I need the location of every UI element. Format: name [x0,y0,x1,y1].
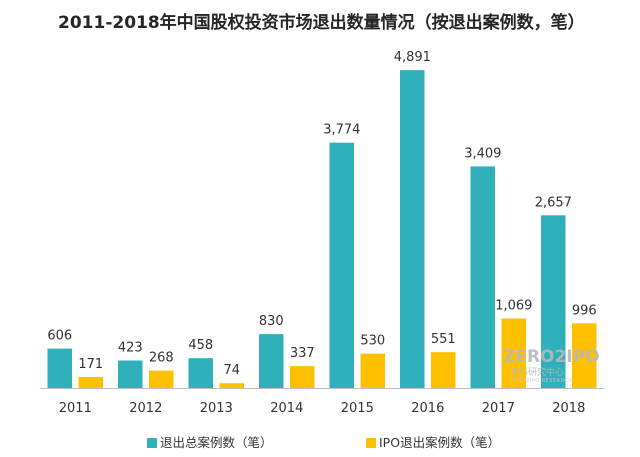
data-label-ipo-2014: 337 [290,346,315,361]
data-label-ipo-2018: 996 [572,303,597,318]
bar-ipo-2013[interactable] [219,383,245,388]
bar-ipo-2014[interactable] [290,366,315,388]
legend-item-total[interactable]: 退出总案例数（笔） [147,435,273,450]
watermark-brand: ZERO2IPO [503,347,600,367]
bar-total-2018[interactable] [541,215,566,388]
data-label-ipo-2017: 1,069 [495,299,532,314]
legend-label-ipo: IPO退出案例数（笔） [379,435,500,450]
bar-total-2014[interactable] [259,334,284,388]
bar-total-2011[interactable] [47,348,73,388]
watermark-tagline: ZERO2IPO RESEARCH [510,378,573,384]
data-label-ipo-2015: 530 [360,334,385,349]
data-label-total-2015: 3,774 [323,123,360,138]
chart-title: 2011-2018年中国股权投资市场退出数量情况（按退出案例数，笔） [58,12,585,33]
x-tick-2014: 2014 [270,401,303,416]
bar-ipo-2015[interactable] [360,353,386,389]
x-tick-2016: 2016 [411,401,444,416]
x-tick-2017: 2017 [482,401,515,416]
data-label-ipo-2013: 74 [224,363,241,378]
bar-ipo-2012[interactable] [149,370,174,388]
watermark-subtitle: 清科研究中心 [510,366,564,378]
data-label-ipo-2012: 268 [149,351,174,366]
zero2ipo-watermark: ZERO2IPO 清科研究中心 ZERO2IPO RESEARCH [503,347,600,384]
x-tick-2013: 2013 [200,401,233,416]
data-label-total-2014: 830 [259,314,284,329]
legend-swatch-total [147,438,157,448]
data-label-total-2013: 458 [188,338,213,353]
bar-total-2012[interactable] [118,360,143,389]
chart-legend: 退出总案例数（笔） IPO退出案例数（笔） [147,435,500,450]
data-label-total-2016: 4,891 [394,50,431,65]
x-axis-tick-labels: 2011 2012 2013 2014 2015 2016 2017 2018 [59,401,586,416]
bar-ipo-2016[interactable] [431,352,456,388]
data-label-total-2018: 2,657 [535,195,572,210]
bar-ipo-2017[interactable] [501,318,527,389]
data-label-ipo-2016: 551 [431,332,456,347]
data-label-total-2017: 3,409 [464,146,501,161]
x-tick-2018: 2018 [552,401,585,416]
data-label-total-2012: 423 [118,341,143,356]
bars-group [47,70,597,389]
x-tick-2011: 2011 [59,401,92,416]
data-labels-group: 606 171 423 268 458 74 830 337 3,774 530 4,891 551 3… [47,50,596,378]
bar-total-2016[interactable] [400,70,425,388]
data-label-total-2011: 606 [47,329,72,344]
bar-total-2017[interactable] [470,166,496,388]
legend-item-ipo[interactable]: IPO退出案例数（笔） [366,435,500,450]
data-label-ipo-2011: 171 [78,357,103,372]
bar-total-2015[interactable] [329,142,355,388]
x-tick-2015: 2015 [341,401,374,416]
legend-label-total: 退出总案例数（笔） [160,435,273,450]
legend-swatch-ipo [366,438,376,448]
bar-total-2013[interactable] [188,358,214,388]
x-tick-2012: 2012 [129,401,162,416]
bar-ipo-2011[interactable] [78,376,104,388]
bar-ipo-2018[interactable] [572,323,597,388]
